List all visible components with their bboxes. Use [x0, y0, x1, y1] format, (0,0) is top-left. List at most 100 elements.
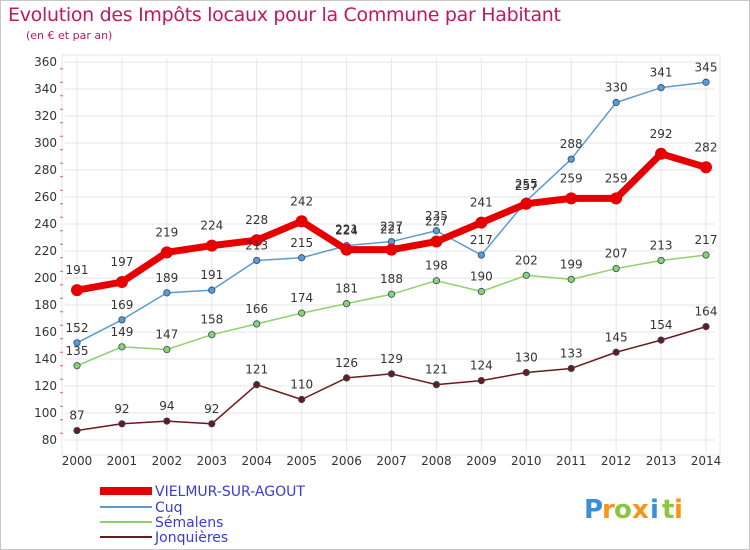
data-label: 164: [695, 305, 718, 319]
data-label: 215: [290, 236, 313, 250]
data-point: [612, 98, 620, 107]
legend-label: Sémalens: [155, 515, 223, 531]
data-label: 227: [425, 215, 448, 229]
data-label: 227: [380, 220, 403, 234]
data-label: 219: [155, 225, 178, 239]
data-label: 191: [66, 263, 89, 277]
data-label: 188: [380, 272, 403, 286]
data-label: 110: [290, 378, 313, 392]
data-label: 135: [66, 344, 89, 358]
axes: 80 100 120 140 160 180 200 220 240 260 280 300 320 34…: [34, 55, 721, 468]
data-point: [567, 364, 575, 373]
brand-letter: o: [614, 495, 632, 525]
data-point: [298, 395, 306, 404]
data-point: [612, 348, 620, 356]
data-label: 341: [650, 66, 673, 80]
x-tick-label: 2004: [241, 454, 272, 468]
data-label: 221: [380, 223, 403, 237]
data-label: 330: [605, 81, 628, 95]
data-label: 259: [560, 171, 583, 185]
y-tick-label: 180: [34, 298, 57, 312]
data-label: 292: [650, 127, 673, 141]
data-point: [298, 254, 306, 262]
data-label: 198: [425, 259, 448, 273]
data-label: 189: [155, 271, 178, 285]
data-point: [432, 381, 441, 389]
data-point: [702, 322, 710, 331]
data-point: [250, 234, 263, 247]
data-point: [73, 426, 81, 435]
data-point: [163, 289, 171, 297]
data-point: [702, 78, 710, 86]
data-label: 166: [245, 302, 268, 316]
data-label: 191: [200, 268, 223, 282]
legend-label: Jonquières: [154, 530, 228, 546]
data-point: [253, 256, 261, 265]
chart-title: Evolution des Impôts locaux pour la Comm…: [8, 4, 561, 26]
data-point: [565, 192, 578, 205]
brand-letter: t: [662, 495, 674, 525]
data-label: 94: [159, 399, 174, 413]
data-point: [655, 147, 668, 160]
data-label: 87: [69, 409, 84, 423]
data-label: 92: [114, 402, 129, 416]
data-point: [657, 84, 665, 92]
data-point: [118, 316, 126, 324]
data-point: [387, 290, 396, 298]
data-label: 129: [380, 352, 403, 366]
data-point: [702, 251, 710, 259]
data-label: 124: [470, 359, 493, 373]
data-label: 242: [290, 194, 313, 208]
data-point: [340, 243, 353, 256]
data-label: 255: [515, 177, 538, 191]
y-tick-label: 200: [34, 271, 57, 285]
data-label: 345: [695, 60, 718, 74]
x-tick-label: 2006: [331, 454, 362, 468]
data-label: 126: [335, 356, 358, 370]
y-tick-label: 240: [34, 217, 57, 231]
data-point: [160, 246, 173, 259]
y-tick-label: 140: [34, 352, 57, 366]
data-label: 228: [245, 213, 268, 227]
data-point: [657, 256, 665, 265]
brand-letter: i: [650, 495, 659, 525]
data-label: 224: [335, 224, 358, 238]
data-point: [205, 239, 218, 252]
data-label: 213: [650, 238, 673, 252]
data-label: 213: [245, 238, 268, 252]
data-point: [118, 343, 126, 351]
data-point: [208, 420, 216, 428]
data-label: 133: [560, 346, 583, 360]
data-label: 130: [515, 351, 538, 365]
data-label: 154: [650, 318, 673, 332]
y-tick-label: 160: [34, 325, 57, 339]
y-tick-label: 80: [42, 433, 57, 447]
data-point: [475, 216, 488, 229]
data-label: 174: [290, 291, 313, 305]
data-point: [432, 277, 441, 285]
data-label: 199: [560, 257, 583, 271]
data-point: [253, 320, 261, 328]
data-label: 241: [470, 196, 493, 210]
data-label: 224: [200, 219, 223, 233]
x-tick-label: 2001: [107, 454, 138, 468]
data-point: [163, 417, 171, 425]
y-tick-label: 340: [34, 82, 57, 96]
x-tick-label: 2009: [466, 454, 497, 468]
x-tick-label: 2002: [152, 454, 183, 468]
data-point: [610, 192, 623, 205]
data-point: [567, 275, 575, 283]
x-tick-label: 2012: [601, 454, 632, 468]
data-label: 207: [605, 247, 628, 261]
data-label: 259: [605, 171, 628, 185]
data-point: [385, 243, 398, 256]
x-tick-label: 2014: [691, 454, 722, 468]
series-layer: [71, 78, 712, 435]
data-label: 152: [66, 321, 89, 335]
data-point: [342, 374, 351, 382]
data-label: 121: [245, 363, 268, 377]
data-point: [295, 215, 308, 228]
y-tick-label: 320: [34, 109, 57, 123]
